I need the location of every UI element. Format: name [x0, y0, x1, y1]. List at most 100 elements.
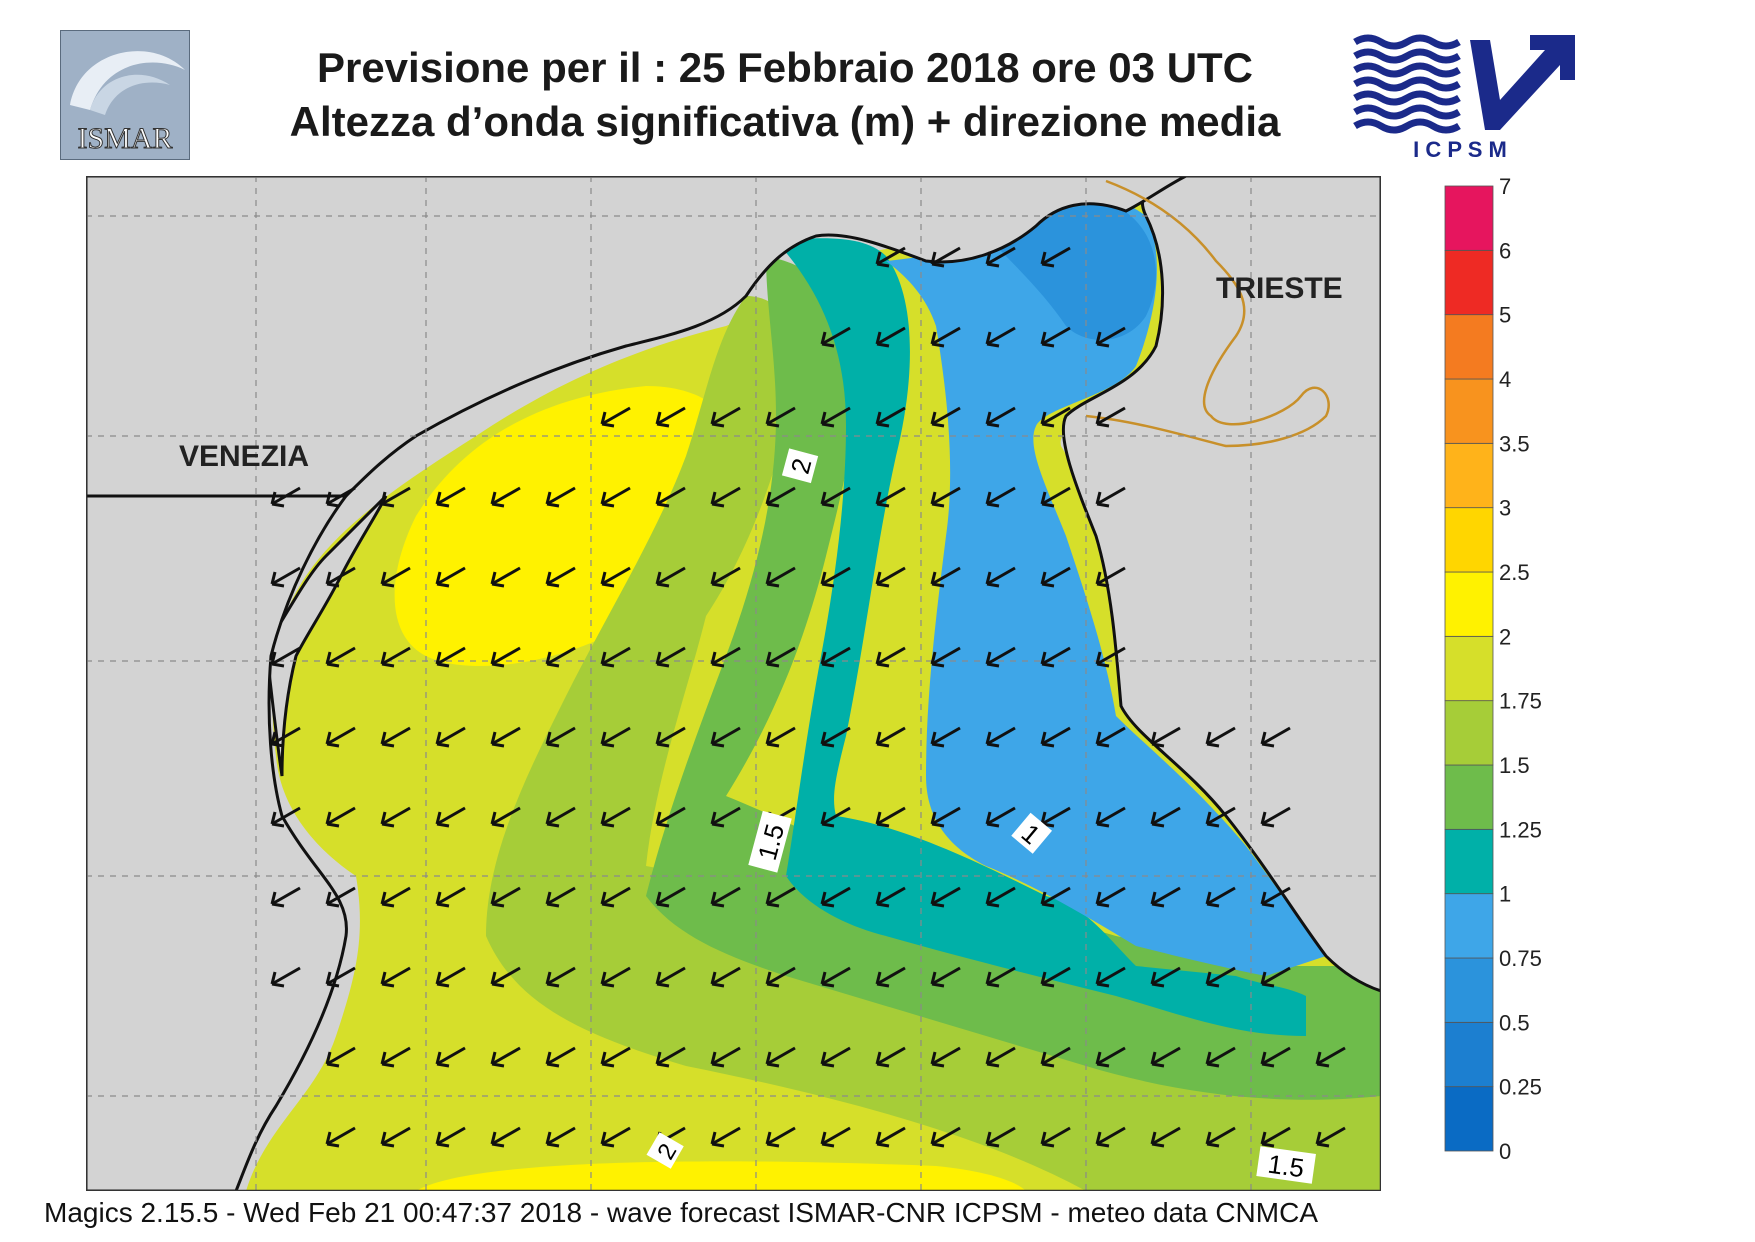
direction-arrow: [1151, 1046, 1181, 1066]
direction-arrow-head: [820, 571, 835, 588]
direction-arrow-head: [490, 571, 505, 588]
direction-arrow-head: [765, 1051, 780, 1068]
direction-arrow-head: [820, 1051, 835, 1068]
direction-arrow-head: [1040, 651, 1055, 668]
direction-arrow-head: [1040, 1051, 1055, 1068]
direction-arrow: [656, 806, 686, 826]
colorbar-swatch: [1444, 635, 1494, 702]
colorbar-swatch: [1444, 378, 1494, 444]
direction-arrow: [491, 806, 521, 826]
direction-arrow: [601, 486, 631, 506]
direction-arrow-head: [600, 1051, 615, 1068]
direction-arrow-head: [1150, 1051, 1165, 1068]
direction-arrow: [436, 966, 466, 986]
direction-arrow: [1206, 966, 1236, 986]
direction-arrow-head: [380, 1131, 395, 1148]
direction-arrow-head: [325, 891, 340, 908]
direction-arrow: [876, 966, 906, 986]
direction-arrow: [1041, 886, 1071, 906]
direction-arrow-head: [545, 731, 560, 748]
direction-arrow: [271, 566, 301, 586]
direction-arrow: [1261, 806, 1291, 826]
direction-arrow-head: [820, 411, 835, 428]
direction-arrow: [491, 486, 521, 506]
direction-arrow-head: [600, 731, 615, 748]
direction-arrow-head: [600, 891, 615, 908]
colorbar-swatch: [1444, 1086, 1494, 1152]
direction-arrow-head: [1260, 1131, 1275, 1148]
contour-label-4: 2: [646, 1132, 684, 1169]
direction-arrow: [1206, 1126, 1236, 1146]
direction-arrow-head: [380, 811, 395, 828]
colorbar-level-label: 2: [1499, 624, 1511, 649]
direction-arrow-head: [820, 331, 835, 348]
direction-arrow-head: [930, 491, 945, 508]
forecast-subtitle: Altezza d’onda significativa (m) + direz…: [289, 98, 1281, 145]
colorbar-swatch: [1444, 1021, 1494, 1088]
direction-arrow: [821, 806, 851, 826]
direction-arrow: [271, 486, 301, 506]
direction-arrow-head: [1095, 651, 1110, 668]
direction-arrow-head: [820, 971, 835, 988]
direction-arrow-head: [710, 411, 725, 428]
direction-arrow-head: [490, 651, 505, 668]
direction-arrow-head: [490, 1051, 505, 1068]
direction-arrow: [766, 1126, 796, 1146]
direction-arrow: [821, 966, 851, 986]
direction-arrow-head: [765, 651, 780, 668]
direction-arrow-head: [1205, 731, 1220, 748]
colorbar-level-label: 3.5: [1499, 431, 1530, 456]
direction-arrow-head: [1260, 891, 1275, 908]
direction-arrow-head: [985, 971, 1000, 988]
direction-arrow: [1096, 1126, 1126, 1146]
direction-arrow: [711, 806, 741, 826]
direction-arrow: [821, 886, 851, 906]
direction-arrow: [326, 886, 356, 906]
direction-arrow: [381, 806, 411, 826]
footer-credits: Magics 2.15.5 - Wed Feb 21 00:47:37 2018…: [44, 1197, 1318, 1228]
colorbar-level-label: 0.75: [1499, 946, 1542, 971]
direction-arrow: [1206, 886, 1236, 906]
direction-arrow-head: [380, 491, 395, 508]
direction-arrow-head: [1095, 811, 1110, 828]
direction-arrow-head: [655, 1051, 670, 1068]
direction-arrow: [1151, 886, 1181, 906]
direction-arrow: [766, 406, 796, 426]
svg-text:ISMAR: ISMAR: [77, 122, 172, 155]
direction-arrow: [601, 1126, 631, 1146]
direction-arrow: [271, 886, 301, 906]
direction-arrow-head: [325, 731, 340, 748]
direction-arrow-head: [325, 491, 340, 508]
colorbar-level-label: 7: [1499, 176, 1511, 199]
direction-arrow-head: [875, 1051, 890, 1068]
direction-arrow: [876, 1126, 906, 1146]
colorbar-swatches: [1444, 185, 1494, 1152]
direction-arrow-head: [490, 731, 505, 748]
direction-arrow-head: [655, 811, 670, 828]
direction-arrow-head: [765, 1131, 780, 1148]
direction-arrow-head: [1205, 1051, 1220, 1068]
direction-arrow-head: [1095, 1051, 1110, 1068]
direction-arrow: [766, 726, 796, 746]
direction-arrow-head: [1095, 891, 1110, 908]
direction-arrow-head: [985, 1051, 1000, 1068]
direction-arrow: [1041, 646, 1071, 666]
direction-arrow-head: [435, 971, 450, 988]
direction-arrow-head: [435, 731, 450, 748]
direction-arrow-head: [490, 891, 505, 908]
direction-arrow-head: [930, 811, 945, 828]
direction-arrow-head: [765, 571, 780, 588]
direction-arrow: [986, 726, 1016, 746]
direction-arrow-head: [270, 571, 285, 588]
direction-arrow-head: [270, 731, 285, 748]
direction-arrow: [876, 1046, 906, 1066]
direction-arrow-head: [710, 571, 725, 588]
direction-arrow: [1096, 806, 1126, 826]
direction-arrow: [711, 1126, 741, 1146]
direction-arrow: [1261, 726, 1291, 746]
direction-arrow-head: [930, 731, 945, 748]
direction-arrow-head: [875, 891, 890, 908]
direction-arrow-head: [655, 491, 670, 508]
direction-arrow-head: [435, 891, 450, 908]
direction-arrow-head: [875, 971, 890, 988]
